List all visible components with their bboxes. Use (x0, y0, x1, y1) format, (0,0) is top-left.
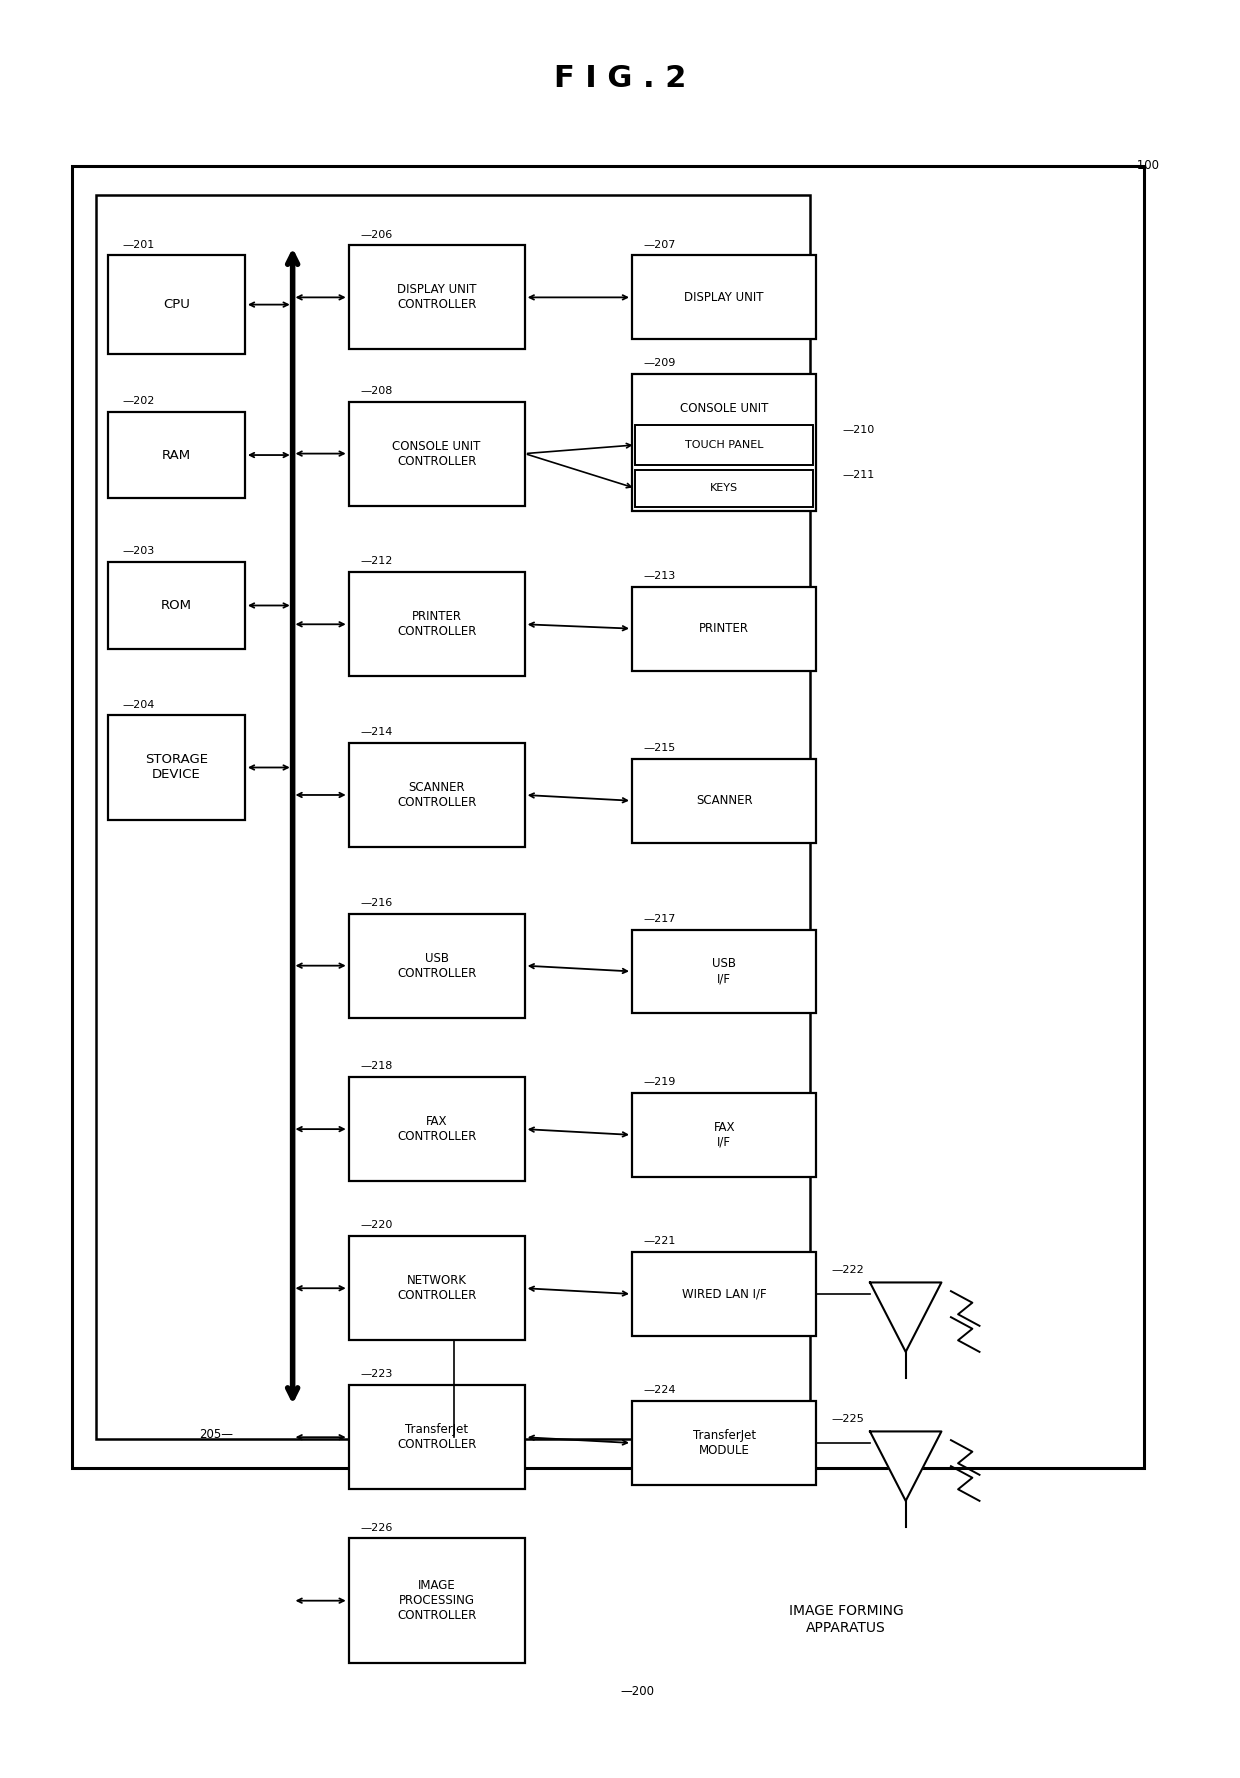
Text: KEYS: KEYS (711, 484, 738, 493)
Bar (632, 1401, 816, 1485)
Bar (635, 425, 813, 466)
Bar (72, 165, 1143, 1467)
Polygon shape (870, 1431, 941, 1501)
Text: —224: —224 (644, 1385, 676, 1396)
Bar (97, 194, 811, 1438)
Text: —222: —222 (831, 1266, 864, 1275)
Text: ROM: ROM (161, 599, 192, 612)
Bar (632, 587, 816, 670)
Text: —211: —211 (843, 469, 875, 480)
Text: WIRED LAN I/F: WIRED LAN I/F (682, 1287, 766, 1300)
Text: FAX
CONTROLLER: FAX CONTROLLER (397, 1115, 476, 1143)
Text: —218: —218 (361, 1061, 393, 1072)
Bar (632, 930, 816, 1013)
Text: —220: —220 (361, 1220, 393, 1230)
Bar (108, 256, 246, 354)
Text: PRINTER: PRINTER (699, 622, 749, 635)
Text: F I G . 2: F I G . 2 (554, 64, 686, 94)
Text: CONSOLE UNIT: CONSOLE UNIT (680, 402, 769, 416)
Bar (108, 562, 246, 649)
Text: SCANNER
CONTROLLER: SCANNER CONTROLLER (397, 781, 476, 809)
Bar (348, 743, 525, 846)
Text: —204: —204 (123, 699, 155, 709)
Bar (632, 256, 816, 340)
Text: —215: —215 (644, 743, 676, 754)
Bar (632, 759, 816, 843)
Text: RAM: RAM (162, 448, 191, 462)
Text: —217: —217 (644, 914, 676, 925)
Text: IMAGE
PROCESSING
CONTROLLER: IMAGE PROCESSING CONTROLLER (397, 1579, 476, 1622)
Text: USB
CONTROLLER: USB CONTROLLER (397, 951, 476, 980)
Text: SCANNER: SCANNER (696, 795, 753, 807)
Text: STORAGE
DEVICE: STORAGE DEVICE (145, 754, 208, 782)
Text: —213: —213 (644, 571, 676, 581)
Text: CONSOLE UNIT
CONTROLLER: CONSOLE UNIT CONTROLLER (393, 439, 481, 468)
Text: PRINTER
CONTROLLER: PRINTER CONTROLLER (397, 610, 476, 638)
Text: —203: —203 (123, 546, 155, 557)
Text: —206: —206 (361, 229, 393, 240)
Bar (348, 402, 525, 505)
Text: DISPLAY UNIT: DISPLAY UNIT (684, 292, 764, 304)
Text: IMAGE FORMING
APPARATUS: IMAGE FORMING APPARATUS (789, 1604, 904, 1634)
Bar (348, 573, 525, 676)
Bar (632, 373, 816, 512)
Text: —214: —214 (361, 727, 393, 738)
Text: USB
I/F: USB I/F (712, 957, 737, 985)
Bar (348, 1077, 525, 1181)
Text: CPU: CPU (164, 299, 190, 311)
Text: —100: —100 (1126, 160, 1159, 172)
Text: —207: —207 (644, 240, 676, 249)
Text: —225: —225 (831, 1414, 864, 1424)
Bar (348, 1236, 525, 1341)
Bar (348, 1538, 525, 1662)
Polygon shape (870, 1282, 941, 1351)
Text: —200: —200 (620, 1686, 653, 1698)
Text: TransferJet
MODULE: TransferJet MODULE (693, 1430, 755, 1456)
Bar (108, 412, 246, 498)
Text: —210: —210 (843, 425, 875, 434)
Bar (348, 1385, 525, 1490)
Text: —223: —223 (361, 1369, 393, 1380)
Text: —209: —209 (644, 357, 676, 368)
Text: 205—: 205— (200, 1428, 233, 1440)
Bar (632, 1252, 816, 1335)
Text: NETWORK
CONTROLLER: NETWORK CONTROLLER (397, 1275, 476, 1301)
Text: FAX
I/F: FAX I/F (713, 1120, 735, 1149)
Bar (632, 1093, 816, 1177)
Text: —202: —202 (123, 396, 155, 405)
Text: —221: —221 (644, 1236, 676, 1246)
Text: —201: —201 (123, 240, 155, 249)
Bar (348, 914, 525, 1017)
Bar (108, 715, 246, 820)
Text: —216: —216 (361, 898, 393, 909)
Text: DISPLAY UNIT
CONTROLLER: DISPLAY UNIT CONTROLLER (397, 283, 476, 311)
Bar (348, 245, 525, 350)
Text: —226: —226 (361, 1522, 393, 1533)
Text: TransferJet
CONTROLLER: TransferJet CONTROLLER (397, 1422, 476, 1451)
Text: —219: —219 (644, 1077, 676, 1086)
Text: TOUCH PANEL: TOUCH PANEL (684, 439, 764, 450)
Text: —208: —208 (361, 386, 393, 396)
Bar (635, 469, 813, 507)
Text: —212: —212 (361, 557, 393, 567)
